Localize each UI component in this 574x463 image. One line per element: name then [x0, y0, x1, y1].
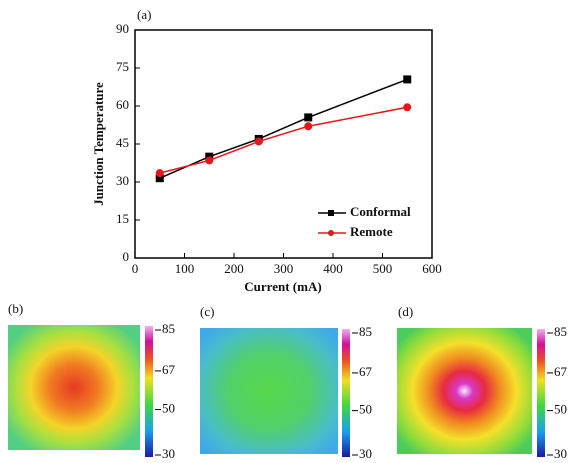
colorbar-tick-label: 30	[162, 446, 175, 461]
colorbar-tick-label: 30	[359, 446, 372, 461]
thermal-image	[200, 328, 338, 454]
legend-label: Remote	[350, 224, 393, 239]
x-axis-label: Current (mA)	[244, 279, 321, 294]
colorbar	[145, 326, 153, 457]
y-tick-label: 15	[116, 211, 129, 226]
marker	[156, 169, 164, 177]
figure: (a) Current (mA) Junction Temperature 0 1…	[0, 0, 574, 463]
colorbar-tick-label: 85	[359, 324, 372, 339]
colorbar-tick-label: 67	[554, 364, 568, 379]
x-tick-label: 400	[323, 261, 343, 276]
marker	[403, 103, 411, 111]
thermal-image	[8, 325, 140, 450]
y-tick-label: 0	[123, 249, 130, 264]
colorbar	[342, 329, 350, 457]
colorbar-tick-label: 85	[554, 324, 567, 339]
colorbar-tick-label: 50	[554, 402, 567, 417]
y-tick-label: 45	[116, 135, 129, 150]
y-tick-label: 90	[116, 21, 129, 36]
x-tick-label: 600	[422, 261, 442, 276]
panel-label: (c)	[200, 304, 214, 319]
legend-marker	[328, 230, 334, 236]
marker	[205, 156, 213, 164]
marker	[304, 122, 312, 130]
series-line	[160, 107, 408, 173]
x-tick-label: 200	[224, 261, 244, 276]
colorbar	[537, 329, 545, 457]
marker	[403, 75, 411, 83]
marker	[255, 137, 263, 145]
colorbar-tick-label: 85	[162, 321, 175, 336]
colorbar-tick-label: 50	[359, 402, 372, 417]
y-tick-label: 30	[116, 173, 129, 188]
y-tick-label: 60	[116, 97, 129, 112]
colorbar-tick-label: 67	[162, 362, 176, 377]
x-tick-label: 0	[132, 261, 139, 276]
panel-label: (d)	[398, 304, 413, 319]
x-tick-label: 500	[373, 261, 393, 276]
legend-label: Conformal	[350, 204, 411, 219]
thermal-image	[397, 328, 532, 454]
x-tick-label: 300	[274, 261, 294, 276]
marker	[304, 113, 312, 121]
y-tick-label: 75	[116, 59, 129, 74]
legend-marker	[328, 210, 334, 216]
x-tick-label: 100	[175, 261, 195, 276]
y-axis-label: Junction Temperature	[91, 82, 106, 206]
colorbar-tick-label: 67	[359, 364, 373, 379]
chart-title: (a)	[137, 7, 151, 22]
colorbar-tick-label: 50	[162, 401, 175, 416]
panel-label: (b)	[8, 301, 23, 316]
colorbar-tick-label: 30	[554, 446, 567, 461]
